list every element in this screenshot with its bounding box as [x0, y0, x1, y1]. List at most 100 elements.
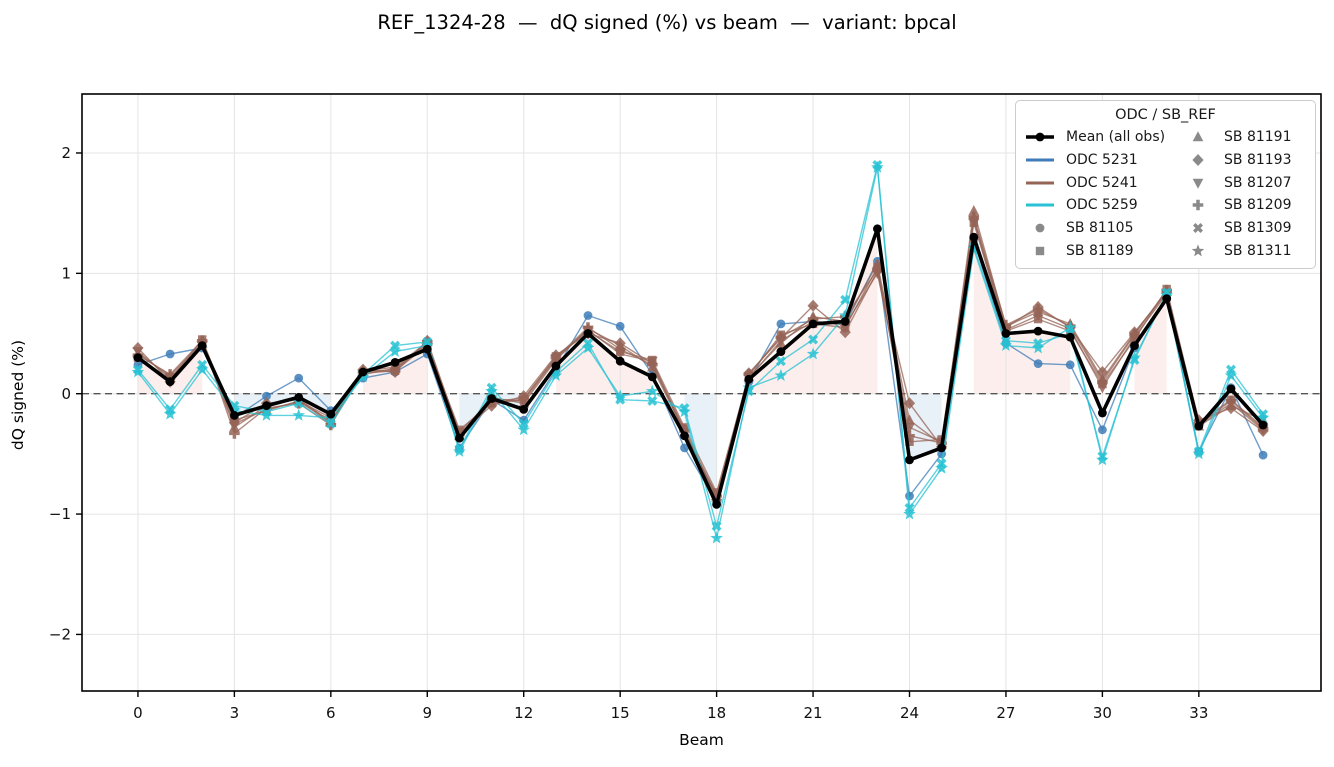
mean-point [358, 367, 368, 377]
star-marker [260, 408, 273, 421]
triangle-up-legend-icon [1192, 131, 1204, 142]
mean-point [1130, 341, 1139, 350]
circle-marker [1065, 360, 1075, 370]
circle-marker [776, 319, 786, 329]
mean-point [969, 232, 979, 242]
star-marker [871, 160, 884, 173]
legend-entry-label: SB 81209 [1224, 197, 1292, 214]
diamond-marker [614, 337, 626, 350]
legend-entry: SB 81309 [1182, 217, 1307, 240]
plus-marker [518, 393, 529, 404]
legend-entry: SB 81311 [1182, 239, 1307, 262]
y-tick-label: 2 [61, 144, 71, 162]
y-tick-label: −1 [49, 505, 71, 523]
y-tick-label: 1 [61, 264, 71, 282]
line-legend-icon [1026, 203, 1054, 207]
star-marker [678, 405, 691, 418]
x-tick-label: 9 [423, 704, 433, 722]
x-tick-label: 0 [133, 704, 143, 722]
mean-point [422, 344, 432, 354]
x-marker [775, 356, 786, 367]
legend-entry-label: SB 81191 [1224, 129, 1292, 146]
mean-point [197, 341, 207, 350]
legend-entry-label: ODC 5259 [1066, 197, 1138, 214]
x-tick-label: 18 [707, 704, 726, 722]
circle-legend-icon [1035, 223, 1045, 233]
mean-point [1065, 332, 1075, 342]
plus-legend-icon [1192, 200, 1204, 211]
star-marker [838, 308, 852, 321]
mean-point [487, 394, 496, 403]
star-marker [292, 408, 305, 421]
legend-entries: Mean (all obs) ODC 5231 ODC 5241 ODC 5259 SB… [1024, 126, 1307, 262]
circle-marker [905, 491, 914, 501]
circle-marker [680, 443, 689, 453]
star-marker [1128, 351, 1141, 363]
legend-entry-label: SB 81189 [1066, 242, 1134, 259]
mean-point [1194, 421, 1204, 431]
star-marker [806, 347, 820, 360]
mean-point [1258, 420, 1268, 430]
star-marker [228, 404, 241, 416]
legend-entry: SB 81207 [1182, 171, 1307, 194]
line-legend-icon [1026, 158, 1054, 162]
square-legend-icon [1035, 246, 1045, 255]
mean-point [1226, 384, 1236, 394]
diamond-marker [903, 397, 916, 410]
star-marker [388, 345, 402, 357]
diamond-marker [1096, 366, 1108, 378]
star-marker [710, 531, 723, 544]
legend-entry-label: ODC 5231 [1066, 152, 1138, 169]
circle-marker [1098, 425, 1107, 435]
plus-marker [1000, 319, 1012, 331]
x-tick-label: 30 [1093, 704, 1112, 722]
mean-point [519, 405, 529, 414]
triangle-down-marker [1097, 383, 1108, 394]
star-legend-icon [1191, 244, 1205, 257]
plus-marker [647, 359, 658, 371]
star-marker [581, 341, 595, 354]
x-marker [647, 395, 658, 406]
star-marker [1031, 341, 1045, 354]
mean-point [744, 374, 754, 384]
legend-entry-label: Mean (all obs) [1066, 129, 1166, 146]
mean-point [133, 353, 143, 362]
legend-entry: SB 81189 [1024, 239, 1182, 262]
mean-point [615, 356, 625, 366]
star-marker [742, 381, 756, 394]
mean-point [776, 347, 786, 356]
star-marker [774, 369, 788, 381]
legend-entry: ODC 5259 [1024, 194, 1182, 217]
line-legend-icon [1026, 132, 1054, 142]
legend-entry: SB 81209 [1182, 194, 1307, 217]
triangle-down-legend-icon [1192, 178, 1204, 189]
plus-marker [229, 428, 240, 439]
star-marker [999, 339, 1013, 351]
circle-marker [583, 311, 593, 320]
legend-entry: SB 81191 [1182, 126, 1307, 149]
mean-point [294, 392, 304, 402]
star-marker [163, 407, 177, 420]
star-marker [453, 444, 466, 457]
mean-point [1001, 329, 1011, 338]
star-marker [517, 423, 530, 436]
mean-point [262, 401, 271, 411]
square-marker [905, 437, 914, 446]
x-tick-label: 12 [514, 704, 533, 722]
legend-entry: Mean (all obs) [1024, 126, 1182, 149]
star-marker [549, 369, 563, 381]
plus-marker [872, 264, 883, 275]
circle-marker [615, 321, 625, 331]
plus-marker [904, 430, 915, 442]
mean-point [1098, 408, 1107, 418]
mean-point [230, 411, 239, 420]
mean-point [840, 317, 850, 326]
x-axis-label: Beam [679, 731, 724, 749]
star-marker [1063, 320, 1077, 333]
gridlines [82, 94, 1321, 691]
plus-marker [711, 490, 722, 502]
triangle-down-marker [1032, 311, 1044, 322]
chart-title: REF_1324-28 — dQ signed (%) vs beam — va… [377, 11, 957, 34]
diamond-legend-icon [1192, 154, 1204, 167]
